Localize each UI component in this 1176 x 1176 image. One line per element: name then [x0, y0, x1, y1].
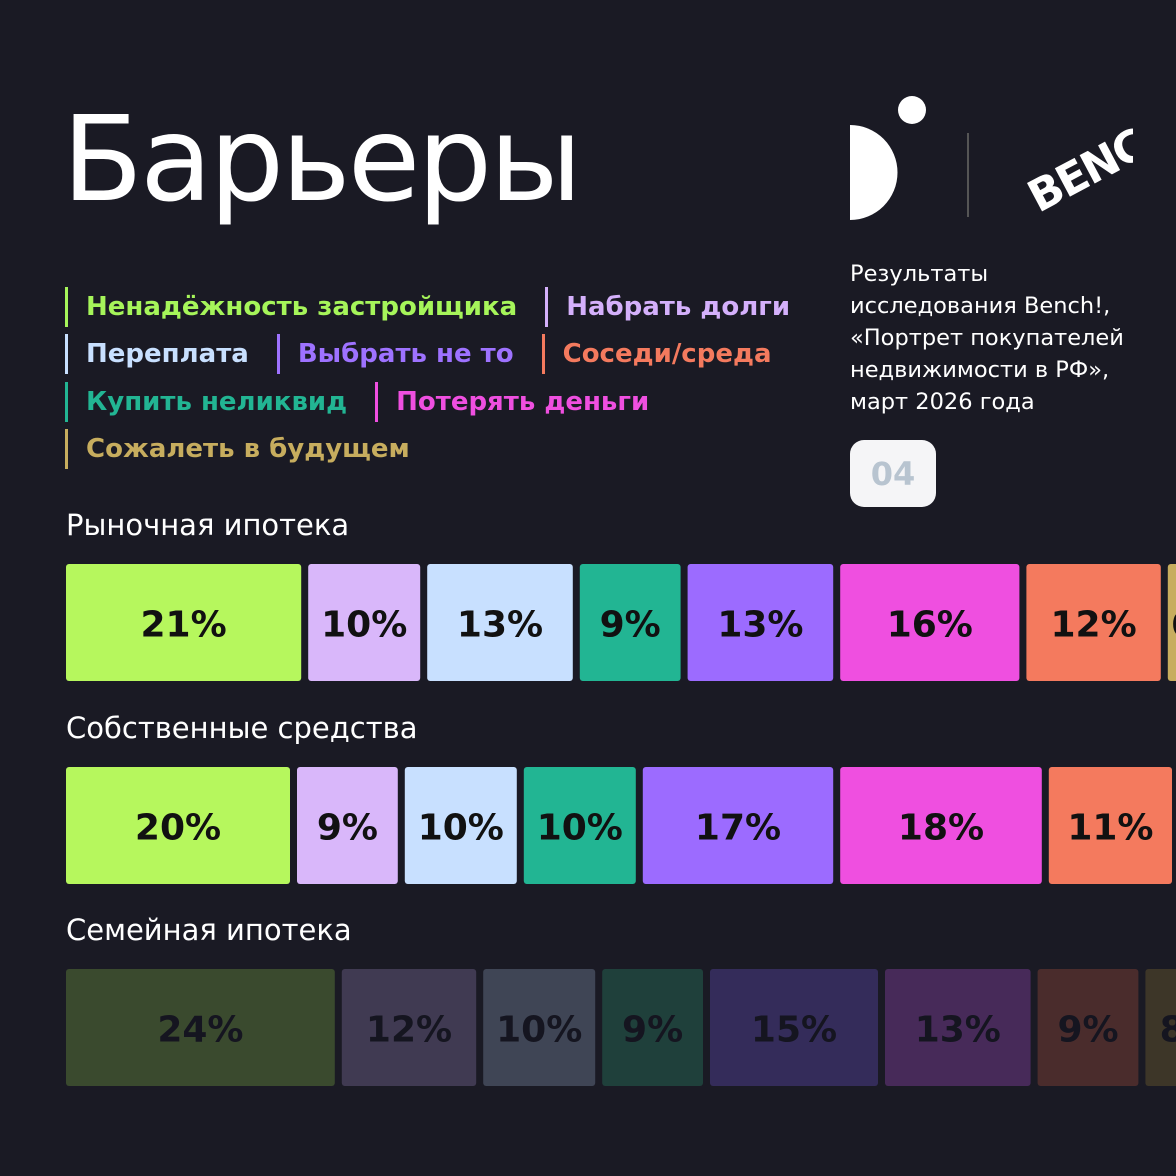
bar-segment	[885, 969, 1031, 1086]
bar-segment	[66, 564, 302, 681]
bar-value-label: 6%	[1171, 605, 1176, 646]
bar-value-label: 17%	[695, 808, 781, 849]
study-caption-line: «Портрет покупателей	[850, 325, 1124, 351]
legend-row: Сожалеть в будущем	[65, 426, 825, 474]
study-caption-line: Результаты	[850, 261, 989, 287]
legend-item: Сожалеть в будущем	[65, 429, 410, 470]
bar-value-label: 9%	[600, 605, 661, 646]
study-caption-line: исследования Bench!,	[850, 293, 1111, 319]
section-title-own-funds: Собственные средства	[66, 711, 418, 745]
bar-segment	[1167, 564, 1176, 681]
bar-segment	[483, 969, 596, 1086]
legend-row: Ненадёжность застройщика Набрать долги	[65, 283, 825, 331]
bench-logo: BENCH	[1020, 123, 1133, 223]
bar-segment	[710, 969, 878, 1086]
page-title: Барьеры	[62, 90, 582, 228]
bar-segment	[840, 564, 1020, 681]
bar-segment	[66, 767, 290, 884]
section-title-family-mortgage: Семейная ипотека	[66, 913, 352, 947]
legend: Ненадёжность застройщика Набрать долги Пер…	[65, 283, 825, 473]
bar-segment	[523, 767, 636, 884]
bar-value-label: 9%	[317, 808, 378, 849]
bar-value-label: 9%	[622, 1010, 683, 1051]
bar-value-label: 15%	[751, 1010, 837, 1051]
study-caption-line: недвижимости в РФ»,	[850, 357, 1110, 383]
legend-item: Потерять деньги	[375, 381, 649, 422]
bar-value-label: 12%	[1051, 605, 1137, 646]
bar-segment	[427, 564, 573, 681]
dot-logo-icon	[898, 96, 926, 124]
bar-value-label: 18%	[898, 808, 984, 849]
bar-value-label: 13%	[717, 605, 803, 646]
bar-segment	[66, 969, 335, 1086]
study-caption: Результаты исследования Bench!, «Портрет п…	[850, 258, 1170, 418]
bar-value-label: 9%	[1057, 1010, 1118, 1051]
bar-segment	[840, 767, 1042, 884]
legend-item: Купить неликвид	[65, 381, 347, 422]
legend-item: Соседи/среда	[541, 334, 772, 375]
bar-segment	[297, 767, 398, 884]
bar-segment	[341, 969, 477, 1086]
legend-item: Переплата	[65, 334, 249, 375]
bar-value-label: 20%	[135, 808, 221, 849]
legend-item: Выбрать не то	[276, 334, 514, 375]
bar-segment	[579, 564, 681, 681]
bar-value-label: 11%	[1067, 808, 1153, 849]
brand-logo-icon	[850, 96, 926, 220]
bar-value-label: 10%	[537, 808, 623, 849]
bar-value-label: 12%	[366, 1010, 452, 1051]
bar-segment	[602, 969, 703, 1086]
bar-value-label: 13%	[457, 605, 543, 646]
logos: BENCH	[848, 95, 1148, 225]
bar-segment	[308, 564, 421, 681]
bar-value-label: 8%	[1160, 1010, 1176, 1051]
bar-value-label: 24%	[157, 1010, 243, 1051]
study-caption-line: март 2026 года	[850, 389, 1035, 415]
half-circle-logo-icon	[850, 125, 898, 220]
bar-segment	[404, 767, 517, 884]
bar-segment	[1145, 969, 1176, 1086]
legend-row: Переплата Выбрать не то Соседи/среда	[65, 331, 825, 379]
bar-segment	[687, 564, 834, 681]
bar-value-label: 21%	[141, 605, 227, 646]
logo-divider	[967, 133, 969, 217]
bar-segment	[1026, 564, 1161, 681]
page-number-badge: 04	[850, 440, 936, 507]
bar-value-label: 10%	[418, 808, 504, 849]
section-title-market-mortgage: Рыночная ипотека	[66, 508, 350, 542]
legend-row: Купить неликвид Потерять деньги	[65, 378, 825, 426]
bar-segment	[1037, 969, 1139, 1086]
bar-value-label: 13%	[915, 1010, 1001, 1051]
bar-segment	[1048, 767, 1172, 884]
bar-value-label: 10%	[321, 605, 407, 646]
legend-item: Ненадёжность застройщика	[65, 286, 517, 327]
bar-segment	[642, 767, 834, 884]
bar-value-label: 16%	[887, 605, 973, 646]
legend-item: Набрать долги	[545, 286, 790, 327]
bar-value-label: 10%	[496, 1010, 582, 1051]
